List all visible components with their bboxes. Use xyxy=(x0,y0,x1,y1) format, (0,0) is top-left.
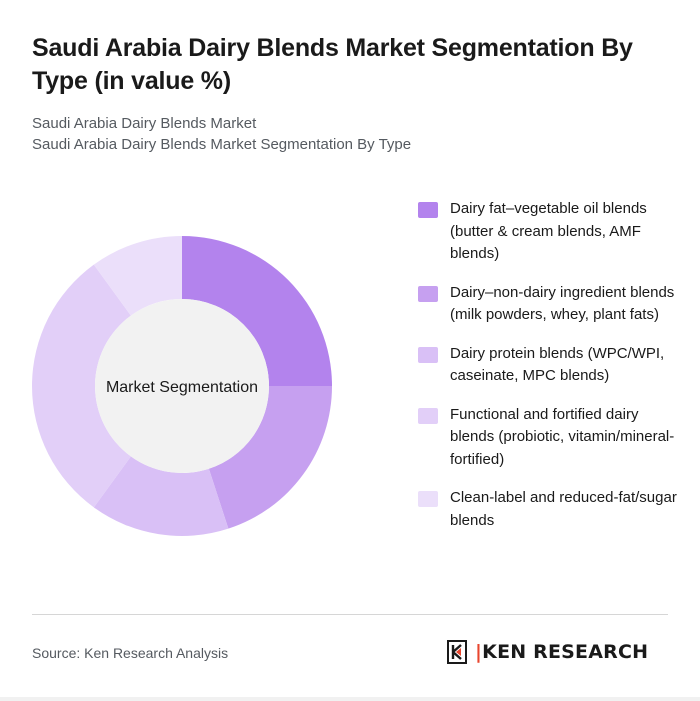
chart-title: Saudi Arabia Dairy Blends Market Segment… xyxy=(32,34,633,95)
ken-research-logo: |KEN RESEARCH xyxy=(447,640,648,664)
legend-label: Dairy protein blends (WPC/WPI, caseinate… xyxy=(450,344,665,385)
legend-item: Clean-label and reduced-fat/sugar blends xyxy=(418,487,678,532)
ken-research-logo-icon xyxy=(447,640,467,664)
donut-chart: Market Segmentation xyxy=(32,236,332,536)
legend-item: Functional and fortified dairy blends (p… xyxy=(418,404,678,472)
chart-legend: Dairy fat–vegetable oil blends (butter &… xyxy=(418,198,678,548)
legend-label: Dairy–non-dairy ingredient blends (milk … xyxy=(450,283,675,324)
legend-label: Functional and fortified dairy blends (p… xyxy=(450,405,675,468)
donut-center-label: Market Segmentation xyxy=(106,379,258,396)
donut-slice-2 xyxy=(208,386,332,529)
donut-slice-5 xyxy=(93,236,182,316)
legend-item: Dairy fat–vegetable oil blends (butter &… xyxy=(418,198,678,266)
legend-swatch xyxy=(418,407,438,424)
legend-label: Dairy fat–vegetable oil blends (butter &… xyxy=(450,200,647,262)
chart-subtitle: Saudi Arabia Dairy Blends Market Saudi A… xyxy=(32,113,632,155)
ken-research-logo-text: |KEN RESEARCH xyxy=(475,641,649,663)
source-note: Source: Ken Research Analysis xyxy=(32,645,229,661)
donut-slice-1 xyxy=(182,236,332,386)
legend-item: Dairy protein blends (WPC/WPI, caseinate… xyxy=(418,343,678,388)
legend-item: Dairy–non-dairy ingredient blends (milk … xyxy=(418,282,678,327)
legend-swatch xyxy=(418,285,438,302)
footer-divider xyxy=(32,614,668,615)
legend-label: Clean-label and reduced-fat/sugar blends xyxy=(450,489,677,529)
subtitle-line-2: Saudi Arabia Dairy Blends Market Segment… xyxy=(32,136,412,153)
donut-slice-3 xyxy=(93,456,229,536)
donut-center xyxy=(95,299,269,473)
donut-slice-4 xyxy=(32,264,131,508)
legend-swatch xyxy=(418,491,438,507)
legend-swatch xyxy=(418,346,438,363)
subtitle-line-1: Saudi Arabia Dairy Blends Market xyxy=(32,115,257,132)
legend-swatch xyxy=(418,202,438,218)
